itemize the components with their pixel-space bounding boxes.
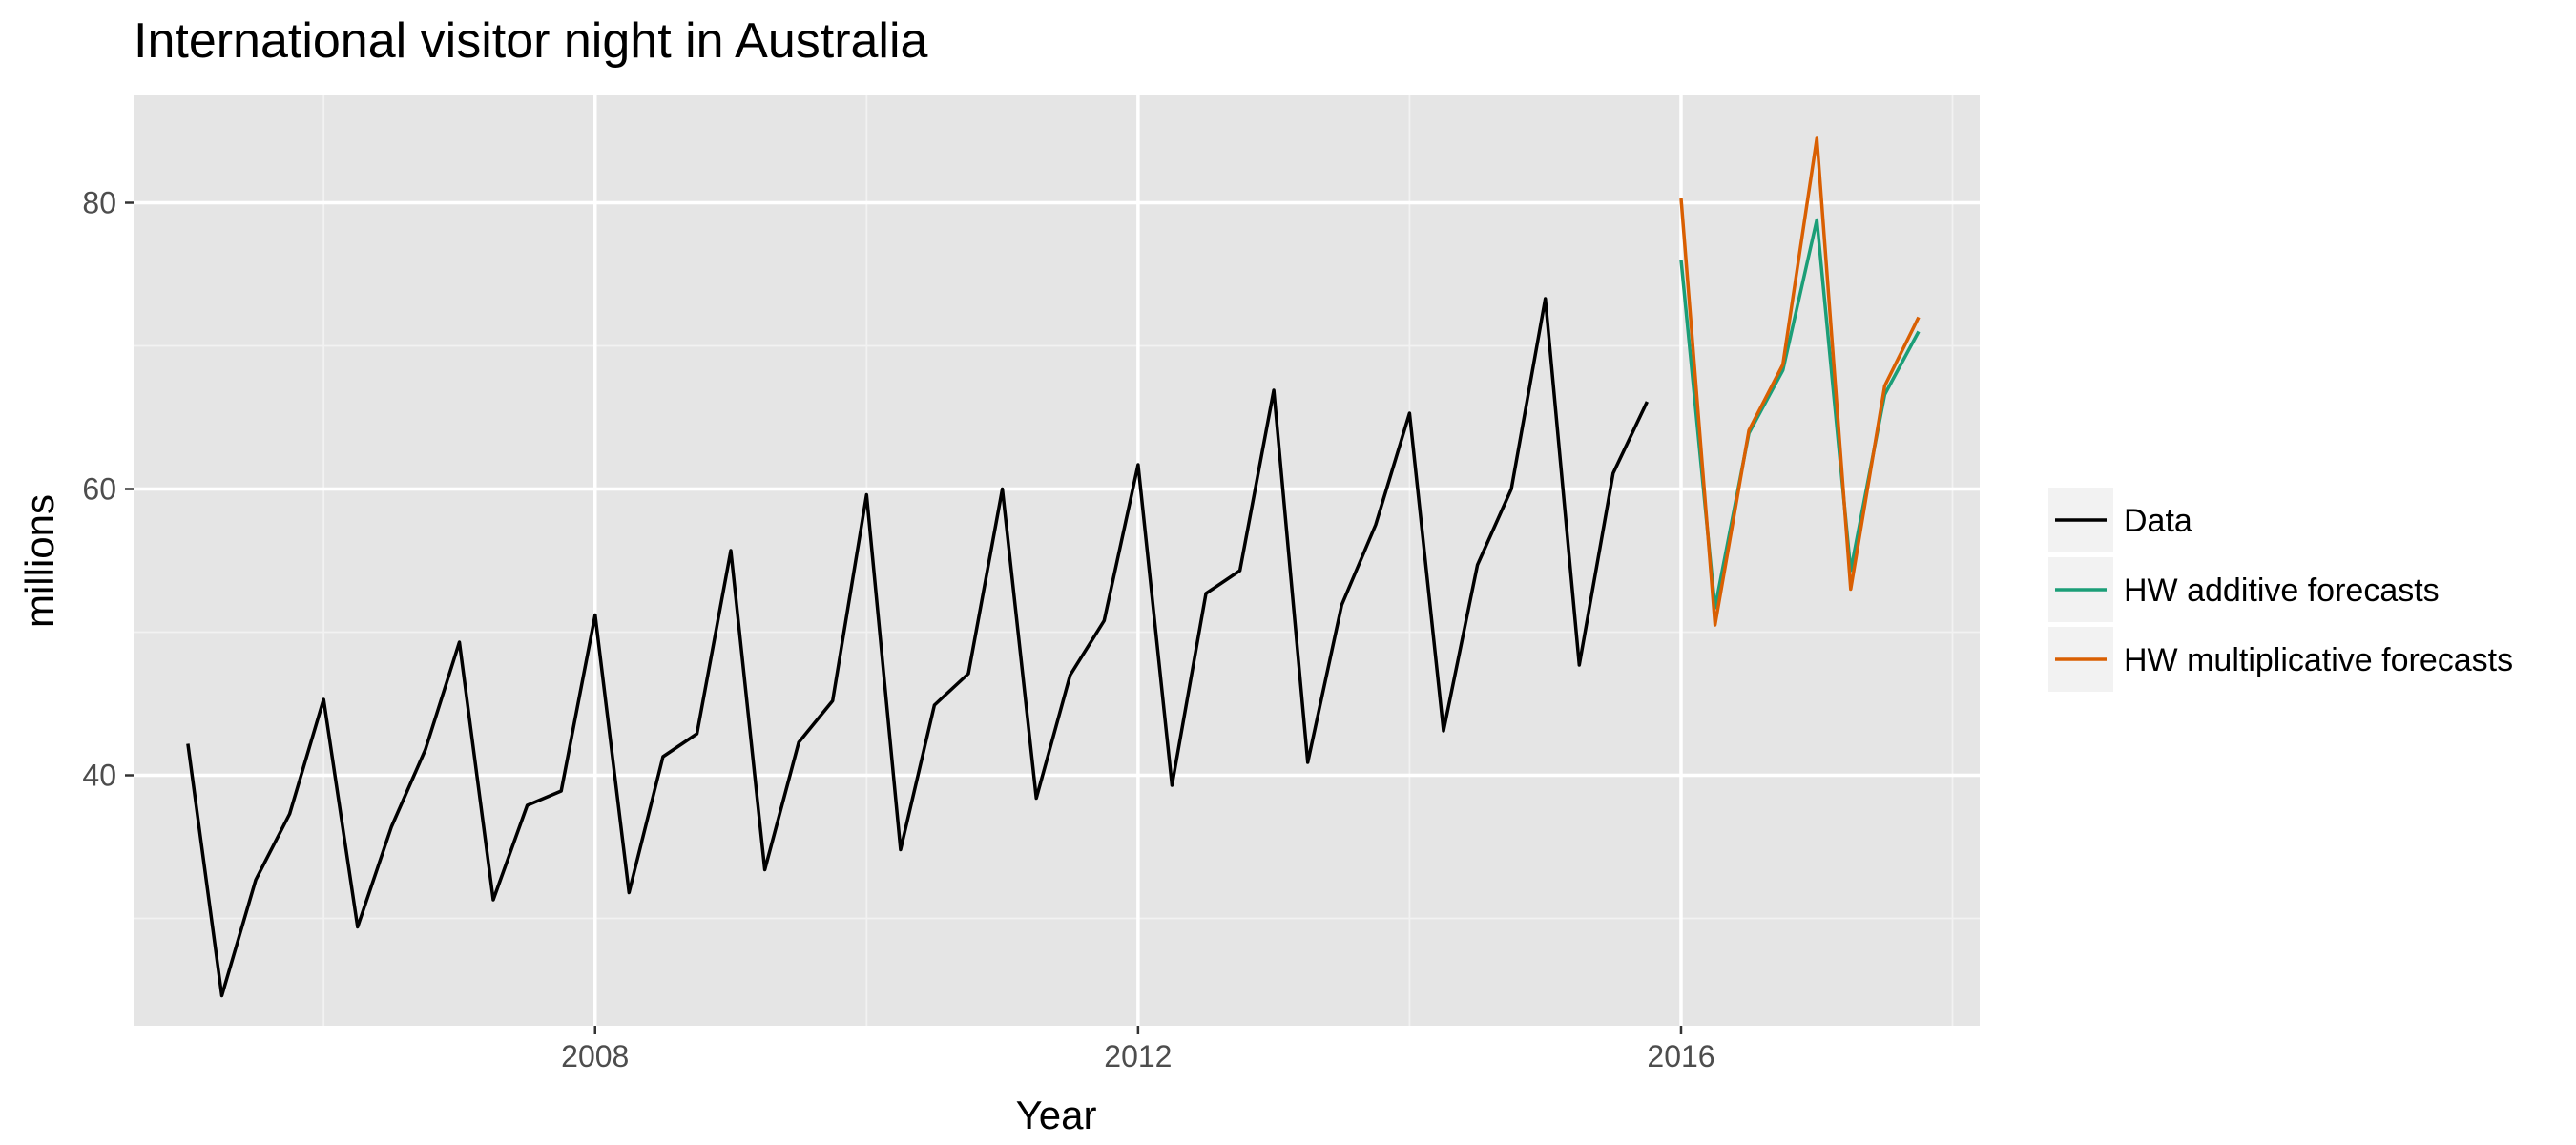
axes: 2008 2012 2016 40 60 80 [82,186,1714,1074]
legend-label-data: Data [2124,503,2192,539]
x-tick-label: 2016 [1647,1039,1714,1073]
legend-label-hw-additive-forecasts: HW additive forecasts [2124,572,2440,609]
series-lines [186,136,1921,998]
y-tick-label: 60 [82,472,116,507]
y-tick-label: 80 [82,186,116,220]
plot-panel [134,95,1980,1026]
y-axis-title: millions [17,494,62,628]
x-tick-label: 2012 [1104,1039,1172,1073]
series-line-hw-multiplicative-forecasts [1679,136,1921,627]
x-axis-title: Year [1016,1093,1097,1137]
x-tick-label: 2008 [561,1039,629,1073]
series-line-data [186,297,1649,998]
legend-label-hw-multiplicative-forecasts: HW multiplicative forecasts [2124,642,2513,678]
chart-title: International visitor night in Australia [134,13,928,69]
legend: Data HW additive forecasts HW multiplicati… [2048,488,2513,692]
grid-lines [134,95,1980,1026]
y-tick-label: 40 [82,759,116,793]
